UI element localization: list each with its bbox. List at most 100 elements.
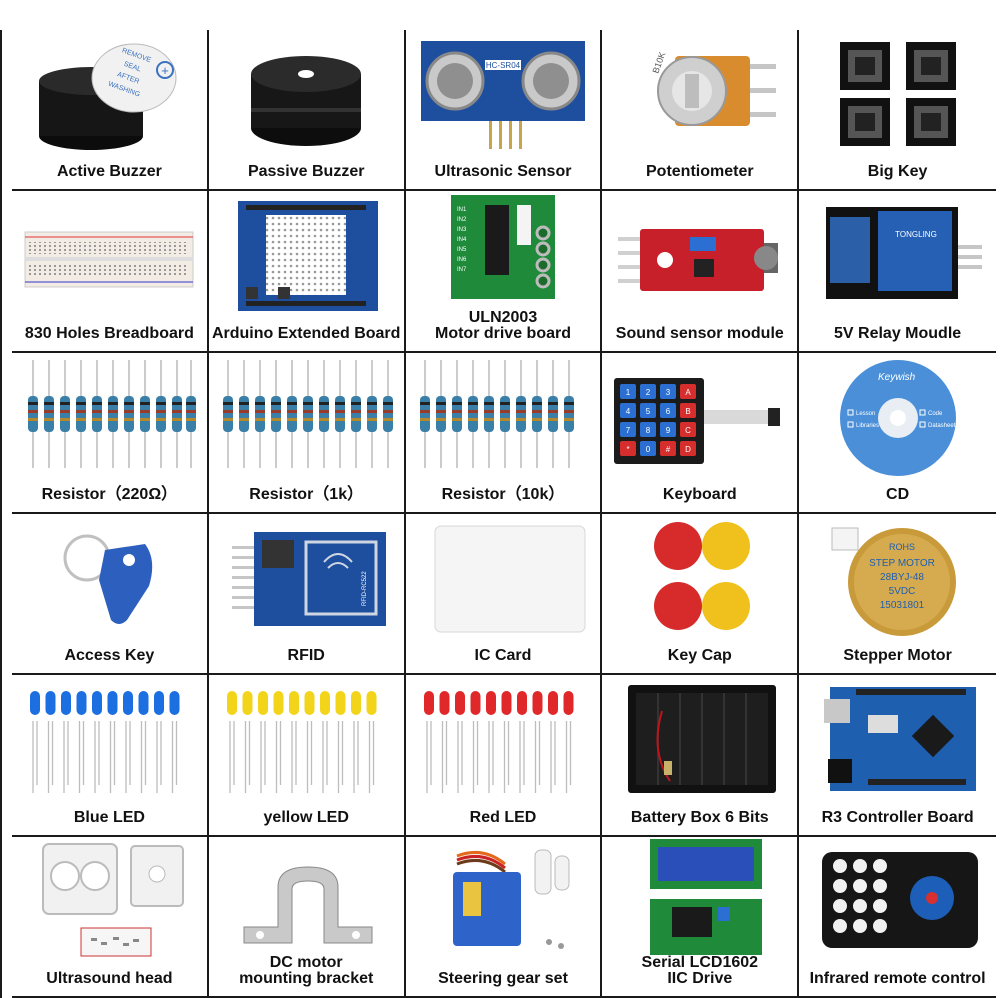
rfid-icon: RFID-RC522 (209, 514, 404, 643)
ultrasonic-sensor-icon: HC-SR04 (406, 30, 601, 159)
motor-driver-icon: IN1 IN2 IN3 IN4 IN5 IN6 IN7 (406, 191, 601, 313)
item-servo: Steering gear set (405, 836, 603, 998)
item-ic-card: IC Card (405, 513, 603, 676)
item-stepper-motor: ROHS STEP MOTOR 28BYJ-48 5VDC 15031801 S… (799, 514, 996, 676)
relay-module-icon: TONGLING (799, 191, 996, 320)
item-label: Sound sensor module (615, 324, 784, 342)
svg-text:HC-SR04: HC-SR04 (486, 61, 521, 70)
item-label: Battery Box 6 Bits (630, 808, 769, 826)
active-buzzer-icon: + REMOVE SEAL AFTER WASHING (12, 30, 207, 159)
keypad-key (639, 441, 656, 457)
item-label: Resistor（220Ω） (41, 485, 178, 503)
svg-text:STEP MOTOR: STEP MOTOR (869, 558, 935, 569)
keypad-key (659, 403, 676, 419)
battery-box-icon (602, 675, 797, 804)
svg-text:Lesson: Lesson (856, 411, 875, 417)
item-label: 5V Relay Moudle (834, 324, 962, 342)
item-label: Key Cap (667, 647, 732, 665)
item-potentiometer: B10K Potentiometer (602, 30, 800, 192)
keypad-key (679, 384, 696, 400)
item-resistor-10k: Resistor（10k） (405, 352, 603, 514)
item-ir-remote: Infrared remote control (799, 837, 996, 998)
item-label: Potentiometer (646, 163, 754, 181)
controller-board-icon (799, 675, 996, 804)
item-label: yellow LED (263, 808, 349, 826)
svg-text:3: 3 (666, 388, 671, 397)
item-key-cap: Key Cap (602, 513, 800, 676)
ultrasound-head-icon (12, 837, 207, 966)
item-active-buzzer: + REMOVE SEAL AFTER WASHING Active Buzze… (12, 30, 209, 192)
svg-text:IN7: IN7 (457, 267, 467, 273)
resistor-1k-icon (209, 353, 404, 482)
item-label: DC motor mounting bracket (239, 953, 374, 987)
item-label: Infrared remote control (809, 969, 986, 987)
cd-icon: Keywish Lesson Code Libraries Datasheet (799, 353, 996, 482)
item-label: Big Key (867, 163, 928, 181)
svg-text:IN2: IN2 (457, 217, 467, 223)
svg-text:A: A (685, 388, 691, 397)
svg-text:Datasheet: Datasheet (928, 423, 956, 429)
keypad-key (659, 441, 676, 457)
item-access-key: Access Key (12, 513, 209, 676)
svg-text:#: # (666, 445, 671, 454)
item-label: RFID (287, 647, 325, 665)
svg-text:5: 5 (646, 407, 651, 416)
svg-text:IN4: IN4 (457, 237, 467, 243)
key-cap-icon (602, 514, 797, 643)
item-label: Access Key (64, 647, 155, 665)
component-grid: + REMOVE SEAL AFTER WASHING Active Buzze… (12, 30, 996, 998)
svg-text:15031801: 15031801 (879, 600, 924, 611)
item-keypad: 1 2 3 A 4 5 6 B 7 8 9 C * 0 # D Keyboard (602, 352, 800, 514)
item-label: R3 Controller Board (821, 808, 974, 826)
item-resistor-220: Resistor（220Ω） (12, 352, 209, 514)
keypad-key (679, 403, 696, 419)
svg-text:IN6: IN6 (457, 257, 467, 263)
svg-text:*: * (626, 445, 629, 454)
svg-text:Keywish: Keywish (878, 372, 916, 383)
ic-card-icon (406, 514, 601, 643)
svg-text:+: + (162, 63, 170, 78)
svg-text:IN3: IN3 (457, 227, 467, 233)
item-motor-bracket: DC motor mounting bracket (208, 836, 406, 998)
item-yellow-led: yellow LED (208, 675, 406, 837)
keypad-key (619, 403, 636, 419)
item-big-key: Big Key (799, 30, 996, 192)
item-label: Resistor（10k） (441, 485, 565, 503)
item-label: IC Card (474, 647, 532, 665)
keypad-key (619, 441, 636, 457)
keypad-key (679, 441, 696, 457)
item-passive-buzzer: Passive Buzzer (208, 30, 406, 192)
extended-board-icon (209, 191, 404, 320)
big-key-icon (799, 30, 996, 159)
item-sound-sensor: Sound sensor module (602, 191, 800, 353)
keypad-key (659, 384, 676, 400)
motor-bracket-icon (209, 837, 404, 959)
svg-text:IN1: IN1 (457, 207, 467, 213)
svg-text:5VDC: 5VDC (888, 586, 915, 597)
item-red-led: Red LED (405, 675, 603, 837)
item-label: CD (886, 485, 910, 503)
keypad-key (639, 403, 656, 419)
item-resistor-1k: Resistor（1k） (208, 352, 406, 514)
svg-text:IN5: IN5 (457, 247, 467, 253)
item-label: 830 Holes Breadboard (24, 324, 194, 342)
keypad-key (679, 422, 696, 438)
item-ultrasound-head: Ultrasound head (12, 836, 209, 998)
item-label: Passive Buzzer (247, 163, 365, 181)
item-battery-box: Battery Box 6 Bits (602, 675, 800, 837)
item-label: Stepper Motor (843, 647, 952, 665)
svg-text:C: C (685, 426, 691, 435)
passive-buzzer-icon (209, 30, 404, 159)
svg-text:8: 8 (646, 426, 651, 435)
svg-text:9: 9 (666, 426, 671, 435)
svg-text:Code: Code (928, 411, 943, 417)
svg-text:D: D (685, 445, 691, 454)
svg-text:1: 1 (626, 388, 631, 397)
svg-text:RFID-RC522: RFID-RC522 (362, 570, 368, 605)
grid-left-edge (0, 30, 2, 998)
svg-text:6: 6 (666, 407, 671, 416)
svg-text:28BYJ-48: 28BYJ-48 (880, 572, 924, 583)
item-blue-led: Blue LED (12, 675, 209, 837)
keypad-key (619, 384, 636, 400)
access-key-icon (12, 514, 207, 643)
